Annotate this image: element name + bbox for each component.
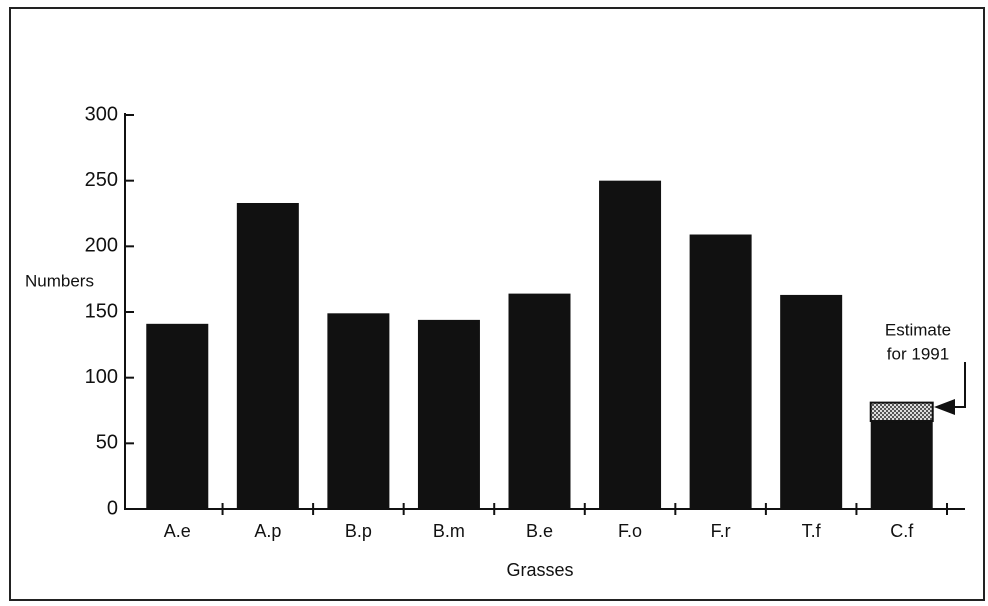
y-tick-label: 250 — [85, 169, 118, 191]
y-tick-label: 0 — [107, 497, 118, 519]
x-tick-label: C.f — [890, 521, 914, 541]
frame — [9, 7, 985, 601]
y-tick-label: 200 — [85, 235, 118, 257]
bar — [236, 202, 299, 509]
estimate-bar — [869, 401, 934, 423]
annotation: for 1991 — [887, 344, 949, 363]
y-tick-label: 150 — [85, 300, 118, 322]
y-tick-label: 100 — [85, 366, 118, 388]
x-tick-label: F.o — [618, 521, 642, 541]
bar — [508, 293, 571, 509]
annotation-arrow-head — [934, 399, 955, 415]
bar — [417, 319, 480, 509]
x-axis-label: Grasses — [506, 560, 573, 580]
x-tick-label: A.p — [254, 521, 281, 541]
x-tick-label: T.f — [802, 521, 822, 541]
x-tick-label: B.p — [345, 521, 372, 541]
annotation: Estimate — [885, 320, 951, 339]
bar — [780, 294, 843, 509]
x-tick-label: F.r — [711, 521, 731, 541]
bar — [689, 234, 752, 509]
bar — [599, 180, 662, 509]
x-tick-label: B.m — [433, 521, 465, 541]
y-tick-label: 50 — [96, 432, 118, 454]
bar — [327, 313, 390, 509]
x-tick-label: B.e — [526, 521, 553, 541]
x-tick-label: A.e — [164, 521, 191, 541]
bar — [146, 323, 209, 509]
y-axis-label: Numbers — [25, 271, 94, 290]
bar — [870, 421, 933, 509]
y-tick-label: 300 — [85, 103, 118, 125]
